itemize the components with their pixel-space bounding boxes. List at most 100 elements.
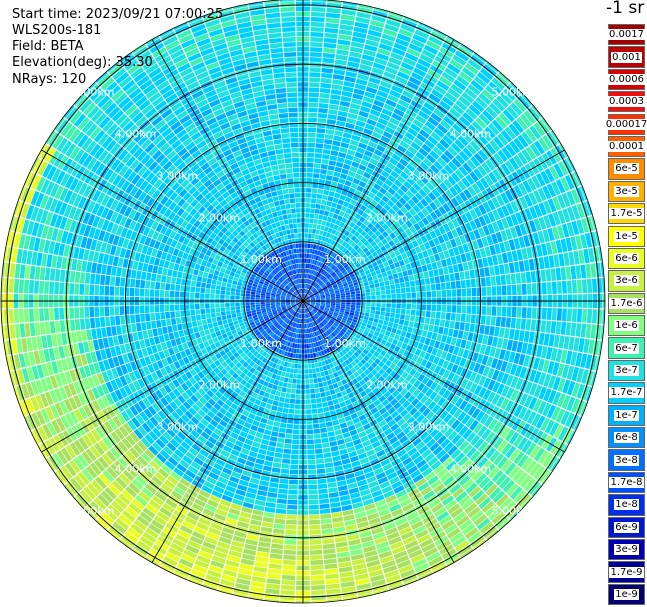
- heatmap-cell: [200, 431, 210, 440]
- heatmap-cell: [110, 391, 119, 403]
- heatmap-cell: [395, 200, 404, 209]
- heatmap-cell: [371, 67, 384, 76]
- heatmap-cell: [275, 297, 281, 300]
- heatmap-cell: [284, 57, 297, 63]
- heatmap-cell: [407, 269, 413, 276]
- heatmap-cell: [190, 286, 196, 293]
- heatmap-cell: [139, 234, 147, 245]
- heatmap-cell: [45, 406, 55, 421]
- heatmap-cell: [243, 46, 257, 54]
- heatmap-cell: [170, 239, 178, 248]
- heatmap-cell: [206, 170, 216, 179]
- heatmap-cell: [307, 132, 316, 138]
- heatmap-cell: [458, 95, 471, 108]
- heatmap-cell: [262, 182, 270, 189]
- heatmap-cell: [102, 337, 110, 349]
- heatmap-cell: [557, 210, 566, 224]
- heatmap-cell: [202, 234, 210, 242]
- heatmap-cell: [207, 499, 219, 508]
- heatmap-cell: [107, 61, 120, 73]
- heatmap-cell: [3, 340, 8, 356]
- heatmap-cell: [69, 477, 83, 492]
- heatmap-cell: [313, 218, 318, 224]
- heatmap-cell: [230, 91, 242, 99]
- heatmap-cell: [222, 191, 230, 199]
- heatmap-cell: [145, 280, 151, 289]
- heatmap-cell: [543, 256, 550, 269]
- heatmap-cell: [285, 301, 291, 303]
- heatmap-cell: [193, 374, 201, 382]
- heatmap-cell: [256, 289, 261, 294]
- heatmap-cell: [133, 443, 144, 455]
- heatmap-cell: [221, 263, 228, 269]
- heatmap-cell: [166, 356, 173, 365]
- heatmap-cell: [209, 216, 217, 224]
- heatmap-cell: [249, 228, 256, 235]
- heatmap-cell: [269, 378, 275, 384]
- heatmap-cell: [58, 243, 66, 256]
- heatmap-cell: [210, 386, 218, 394]
- heatmap-cell: [424, 139, 435, 150]
- heatmap-cell: [282, 188, 289, 195]
- heatmap-cell: [180, 243, 187, 252]
- heatmap-cell: [305, 298, 310, 301]
- heatmap-cell: [121, 267, 127, 278]
- heatmap-cell: [39, 267, 46, 281]
- heatmap-cell: [312, 178, 319, 184]
- heatmap-cell: [201, 405, 210, 414]
- heatmap-cell: [281, 275, 286, 280]
- heatmap-cell: [261, 221, 267, 228]
- heatmap-cell: [213, 166, 223, 174]
- heatmap-cell: [331, 298, 336, 301]
- heatmap-cell: [187, 465, 199, 475]
- heatmap-cell: [202, 271, 209, 278]
- heatmap-cell: [312, 244, 317, 250]
- heatmap-cell: [225, 237, 232, 244]
- heatmap-cell: [135, 314, 141, 323]
- heatmap-cell: [290, 301, 296, 303]
- heatmap-cell: [125, 486, 138, 498]
- heatmap-cell: [501, 146, 513, 160]
- heatmap-cell: [383, 276, 389, 282]
- heatmap-cell: [144, 236, 152, 246]
- heatmap-cell: [97, 73, 112, 87]
- heatmap-cell: [308, 258, 311, 264]
- heatmap-cell: [383, 203, 392, 212]
- heatmap-cell: [396, 266, 402, 273]
- heatmap-cell: [58, 386, 68, 400]
- heatmap-cell: [53, 242, 61, 256]
- heatmap-cell: [144, 434, 155, 445]
- heatmap-cell: [373, 215, 381, 223]
- heatmap-cell: [280, 339, 285, 344]
- heatmap-cell: [56, 333, 63, 346]
- heatmap-cell: [277, 359, 282, 365]
- heatmap-cell: [260, 295, 266, 298]
- heatmap-cell: [176, 431, 187, 441]
- heatmap-cell: [266, 310, 272, 314]
- heatmap-cell: [197, 184, 207, 193]
- heatmap-cell: [268, 181, 276, 188]
- heatmap-cell: [340, 253, 347, 259]
- heatmap-cell: [132, 380, 141, 391]
- heatmap-cell: [420, 198, 429, 208]
- heatmap-cell: [366, 244, 373, 251]
- heatmap-cell: [45, 181, 55, 196]
- heatmap-cell: [450, 238, 457, 248]
- heatmap-cell: [144, 157, 155, 168]
- heatmap-cell: [102, 437, 113, 450]
- heatmap-cell: [222, 415, 231, 424]
- heatmap-cell: [518, 182, 528, 196]
- heatmap-cell: [201, 277, 208, 283]
- heatmap-cell: [363, 281, 369, 287]
- heatmap-cell: [276, 153, 284, 160]
- heatmap-cell: [187, 52, 202, 62]
- heatmap-cell: [325, 232, 331, 238]
- heatmap-cell: [119, 286, 125, 296]
- heatmap-cell: [79, 307, 85, 319]
- heatmap-cell: [111, 109, 124, 122]
- heatmap-cell: [73, 246, 80, 259]
- heatmap-cell: [499, 112, 512, 126]
- heatmap-cell: [117, 334, 124, 345]
- heatmap-cell: [194, 526, 208, 536]
- heatmap-cell: [210, 263, 217, 270]
